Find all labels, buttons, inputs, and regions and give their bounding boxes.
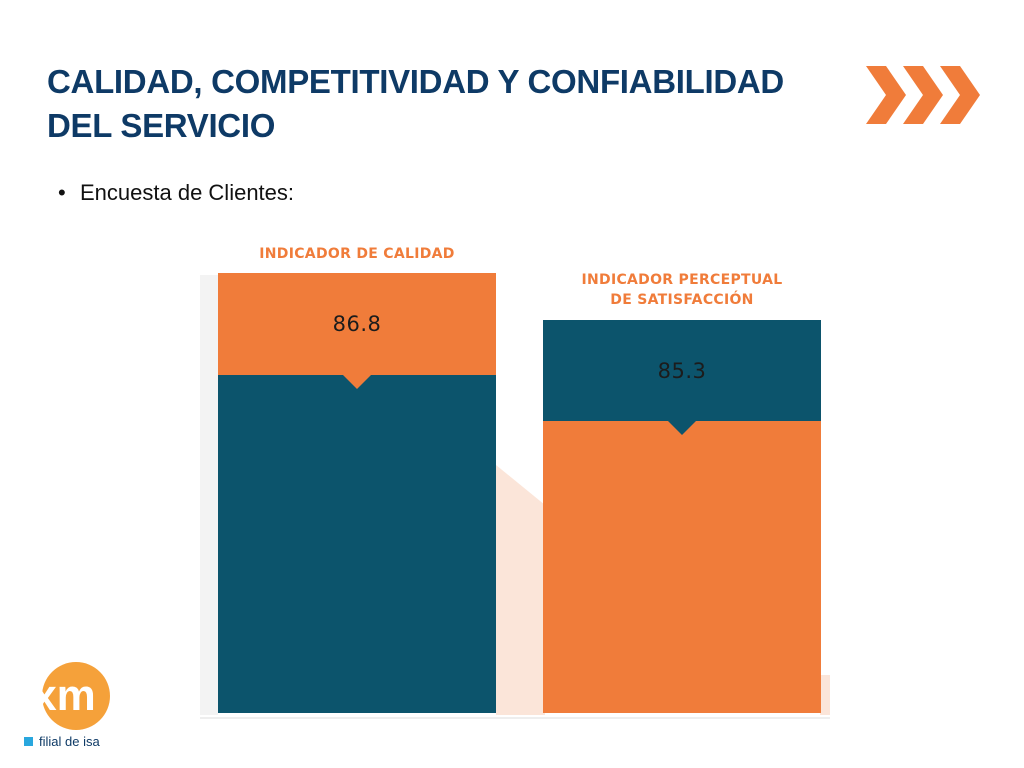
slide-title: CALIDAD, COMPETITIVIDAD Y CONFIABILIDAD …: [47, 60, 867, 148]
xm-logo-text: xm: [32, 671, 96, 720]
indicator-satisfaction-value: 85.3: [657, 358, 707, 383]
indicator-quality-label: INDICADOR DE CALIDAD: [218, 244, 496, 264]
bullet-dot-icon: •: [58, 180, 66, 205]
slide-title-line1: CALIDAD, COMPETITIVIDAD Y CONFIABILIDAD: [47, 63, 784, 100]
logo-caption-text: filial de isa: [39, 734, 100, 749]
indicator-satisfaction-value-box: 85.3: [543, 320, 821, 421]
indicator-satisfaction-label-line2: DE SATISFACCIÓN: [610, 292, 754, 308]
indicator-satisfaction-label-line1: INDICADOR PERCEPTUAL: [581, 272, 783, 288]
square-icon: [24, 737, 33, 746]
bullet-text: Encuesta de Clientes:: [80, 180, 295, 205]
indicator-satisfaction-pointer: [668, 421, 696, 435]
indicator-satisfaction-label: INDICADOR PERCEPTUAL DE SATISFACCIÓN: [543, 270, 821, 310]
chart-background: [200, 275, 830, 719]
logo-caption: filial de isa: [24, 734, 100, 749]
indicator-quality-value: 86.8: [332, 312, 382, 336]
indicator-quality-value-box: 86.8: [218, 273, 496, 375]
xm-logo: xm: [32, 662, 110, 730]
slide-title-line2: DEL SERVICIO: [47, 107, 276, 144]
indicator-satisfaction-bar: 85.3: [543, 320, 821, 713]
bullet-item: • Encuesta de Clientes:: [58, 180, 294, 206]
indicator-quality-pointer: [343, 375, 371, 389]
triple-chevron-right-icon: [866, 66, 980, 124]
indicator-quality-label-line1: INDICADOR DE CALIDAD: [259, 246, 455, 262]
indicator-quality-bar: 86.8: [218, 273, 496, 713]
